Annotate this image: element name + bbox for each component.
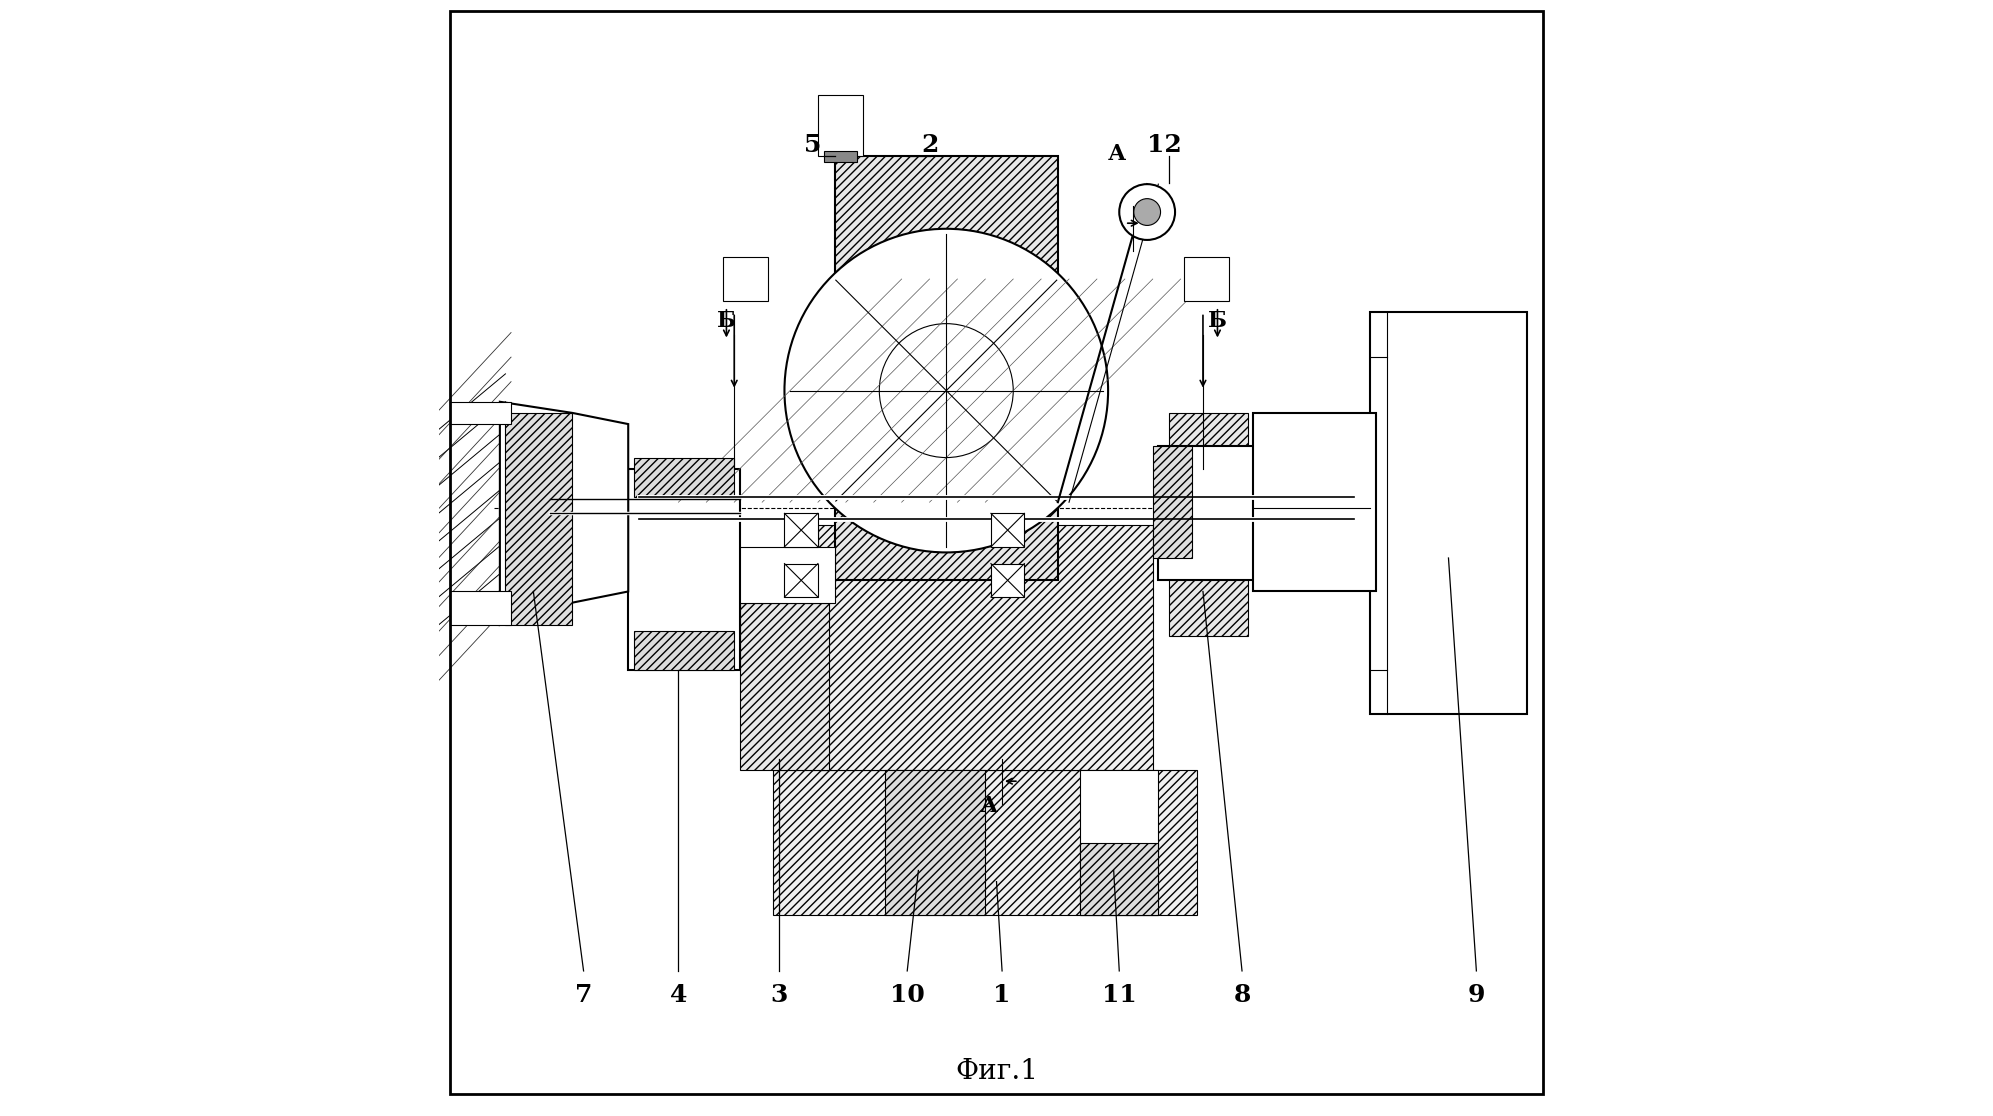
Bar: [991, 564, 1024, 597]
Bar: [1152, 446, 1192, 558]
Text: А: А: [981, 795, 998, 817]
Bar: [733, 547, 835, 603]
Bar: [1254, 413, 1375, 591]
Text: 9: 9: [1467, 983, 1485, 1008]
Bar: [785, 564, 817, 597]
Text: Фиг.1: Фиг.1: [955, 1058, 1038, 1085]
Bar: [823, 151, 857, 162]
Bar: [628, 469, 739, 670]
Circle shape: [785, 229, 1108, 552]
Polygon shape: [450, 591, 510, 625]
Text: 12: 12: [1146, 133, 1182, 157]
Text: Б: Б: [717, 310, 735, 333]
Circle shape: [879, 324, 1012, 458]
Circle shape: [1134, 199, 1160, 225]
Bar: [634, 631, 733, 670]
Bar: [817, 525, 1152, 770]
Text: 11: 11: [1102, 983, 1136, 1008]
Bar: [1158, 446, 1260, 580]
Text: 10: 10: [889, 983, 925, 1008]
Bar: [739, 603, 829, 770]
Bar: [1080, 843, 1158, 915]
Text: 5: 5: [803, 133, 821, 157]
Circle shape: [1120, 184, 1176, 240]
Bar: [1170, 413, 1248, 636]
Polygon shape: [500, 402, 628, 625]
Polygon shape: [450, 402, 510, 424]
Text: 7: 7: [574, 983, 592, 1008]
Bar: [506, 413, 572, 625]
Text: 4: 4: [670, 983, 688, 1008]
Text: 2: 2: [921, 133, 939, 157]
Bar: [723, 257, 767, 301]
Text: Б: Б: [1208, 310, 1228, 333]
Bar: [1371, 312, 1527, 714]
Text: А: А: [1108, 143, 1126, 165]
Bar: [773, 770, 1198, 915]
Bar: [835, 156, 1058, 580]
Bar: [785, 513, 817, 547]
Bar: [634, 458, 733, 497]
Text: 3: 3: [769, 983, 787, 1008]
Bar: [991, 513, 1024, 547]
Text: 8: 8: [1234, 983, 1252, 1008]
Bar: [1184, 257, 1228, 301]
Bar: [817, 95, 863, 156]
Bar: [885, 770, 985, 915]
Text: 1: 1: [993, 983, 1010, 1008]
Bar: [1080, 770, 1158, 915]
